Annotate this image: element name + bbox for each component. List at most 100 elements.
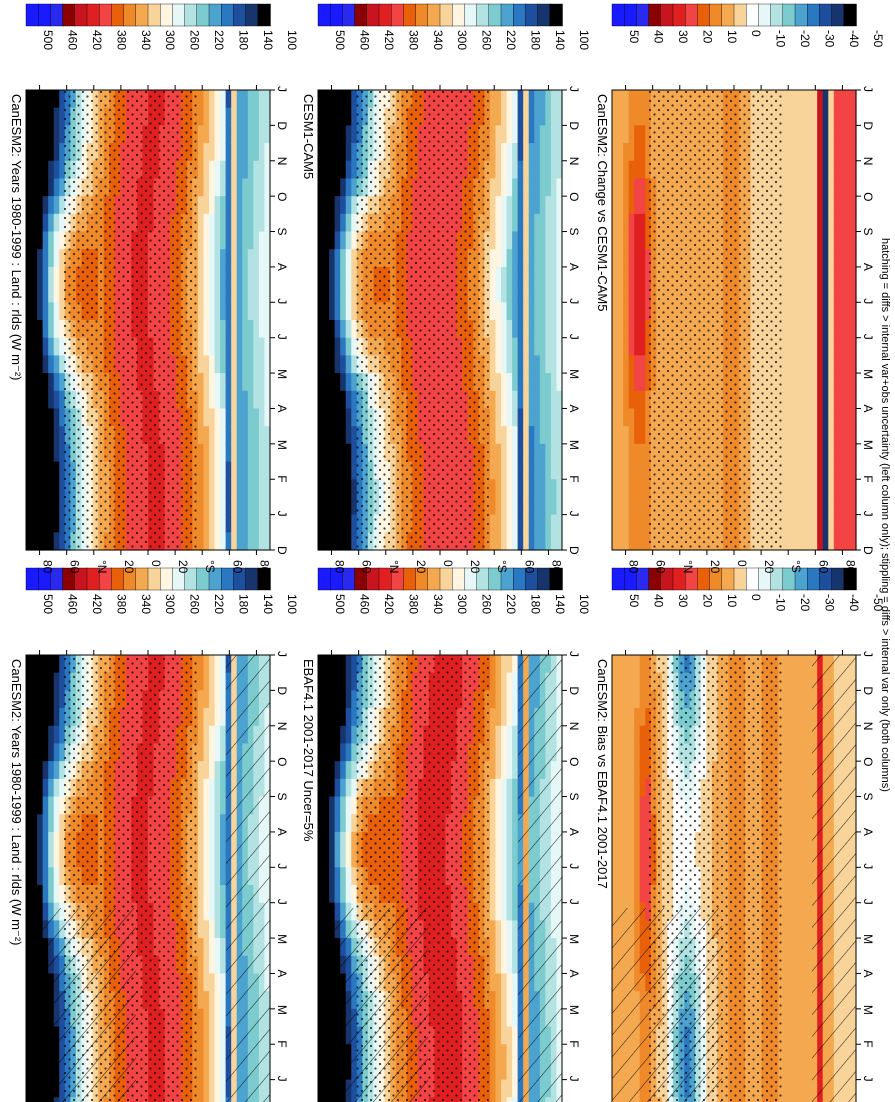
heatmap-cell [26,355,33,374]
heatmap-cell [231,461,238,480]
heatmap-cell [501,1044,508,1063]
heatmap-cell [329,320,336,339]
heatmap-cell [231,107,238,126]
month-tick-label: J [567,511,581,517]
heatmap-cell [351,390,358,410]
heatmap-cell [253,532,260,551]
heatmap-cell [318,672,325,691]
heatmap-cell [634,725,641,745]
heatmap-cell [209,249,216,268]
heatmap-cell [42,90,49,109]
heatmap-cell [231,443,238,463]
heatmap-cell [214,160,221,180]
heatmap-cell [501,143,508,162]
colorbar-segment [50,3,64,27]
heatmap-cell [545,107,552,126]
heatmap-cell [334,426,341,445]
heatmap-cell [501,125,508,144]
month-tick-label: J [275,298,289,304]
heatmap-cell [53,690,60,709]
heatmap-cell [242,443,249,463]
heatmap-cell [523,249,530,268]
colorbar-segment [257,567,271,591]
heatmap-cell [37,266,44,286]
heatmap-cell [534,355,541,374]
heatmap-cell [523,178,530,197]
heatmap-cell [489,849,497,868]
heatmap-cell [501,355,508,374]
heatmap-cell [53,160,60,180]
heatmap-cell [258,532,266,551]
heatmap-cell [489,320,497,339]
heatmap-cell [31,284,38,303]
heatmap-cell [351,284,358,303]
heatmap-cell [48,337,55,356]
heatmap-cell [539,426,546,445]
heatmap-cell [209,672,216,691]
heatmap-cell [351,266,358,286]
heatmap-cell [37,196,44,215]
heatmap-cell [197,902,205,921]
heatmap-cell [628,849,635,868]
heatmap-cell [214,90,221,109]
heatmap-cell [209,690,216,709]
heatmap-cell [323,796,330,815]
heatmap-cell [258,249,266,268]
heatmap-cell [512,867,519,886]
heatmap-cell [489,337,497,356]
heatmap-cell [253,320,260,339]
heatmap-cell [517,107,524,126]
heatmap-cell [334,143,341,162]
heatmap-cell [323,90,330,109]
heatmap-cell [242,196,249,215]
heatmap-cell [26,672,33,691]
heatmap-cell [517,160,524,180]
heatmap-cell [351,443,358,463]
heatmap-cell [220,249,227,268]
heatmap-cell [512,408,519,427]
heatmap-cell [247,143,254,162]
heatmap-cell [506,231,513,250]
heatmap-cell [42,761,49,780]
heatmap-cell [329,426,336,445]
heatmap-cell [512,532,519,551]
heatmap-cell [236,249,243,268]
panel-e: 8060°N20020°S6080DJFMAMJJASONDJCanESM2: … [595,650,875,1102]
heatmap-cell [220,778,227,798]
heatmap-cell [334,796,341,815]
heatmap-cell [517,337,524,356]
heatmap-cell [523,90,530,109]
heatmap-cell [203,107,210,126]
heatmap-cell [236,479,243,498]
heatmap-cell [495,337,502,356]
heatmap-cell [340,743,347,762]
heatmap-cell [501,390,508,410]
heatmap-cell [634,672,641,691]
heatmap-cell [556,196,563,215]
heatmap-cell [209,778,216,798]
heatmap-cell [37,672,44,691]
heatmap-cell [225,213,232,233]
heatmap-cell [639,849,646,868]
heatmap-cell [318,390,325,410]
month-tick-label: J [275,863,289,869]
heatmap-cell [345,849,352,868]
heatmap-cell [512,390,519,410]
panel-a: 8060°N20020°S6080DJFMAMJJASONDJCanESM2: … [9,650,289,1102]
colorbar-label: 180 [236,30,250,50]
heatmap-cell [37,743,44,762]
heatmap-cell [42,213,49,233]
heatmap-cell [203,125,210,144]
month-tick-label: A [567,404,581,412]
heatmap-cell [197,373,205,392]
heatmap-cell [545,496,552,516]
month-tick-label: S [567,793,581,801]
month-tick-label: D [567,546,581,555]
heatmap-cell [517,284,524,303]
heatmap-cell [345,690,352,709]
lat-tick-label: 80 [333,560,347,574]
heatmap-cell [495,991,502,1010]
month-tick-label: D [275,546,289,555]
heatmap-cell [523,496,530,516]
heatmap-cell [26,284,33,303]
